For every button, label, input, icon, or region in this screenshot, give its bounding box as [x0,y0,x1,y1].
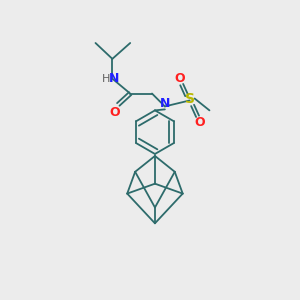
Text: N: N [109,72,119,85]
Text: O: O [174,72,185,85]
Text: N: N [160,97,170,110]
Text: H: H [102,74,111,84]
Text: O: O [194,116,205,129]
Text: O: O [109,106,120,119]
Text: S: S [184,92,195,106]
